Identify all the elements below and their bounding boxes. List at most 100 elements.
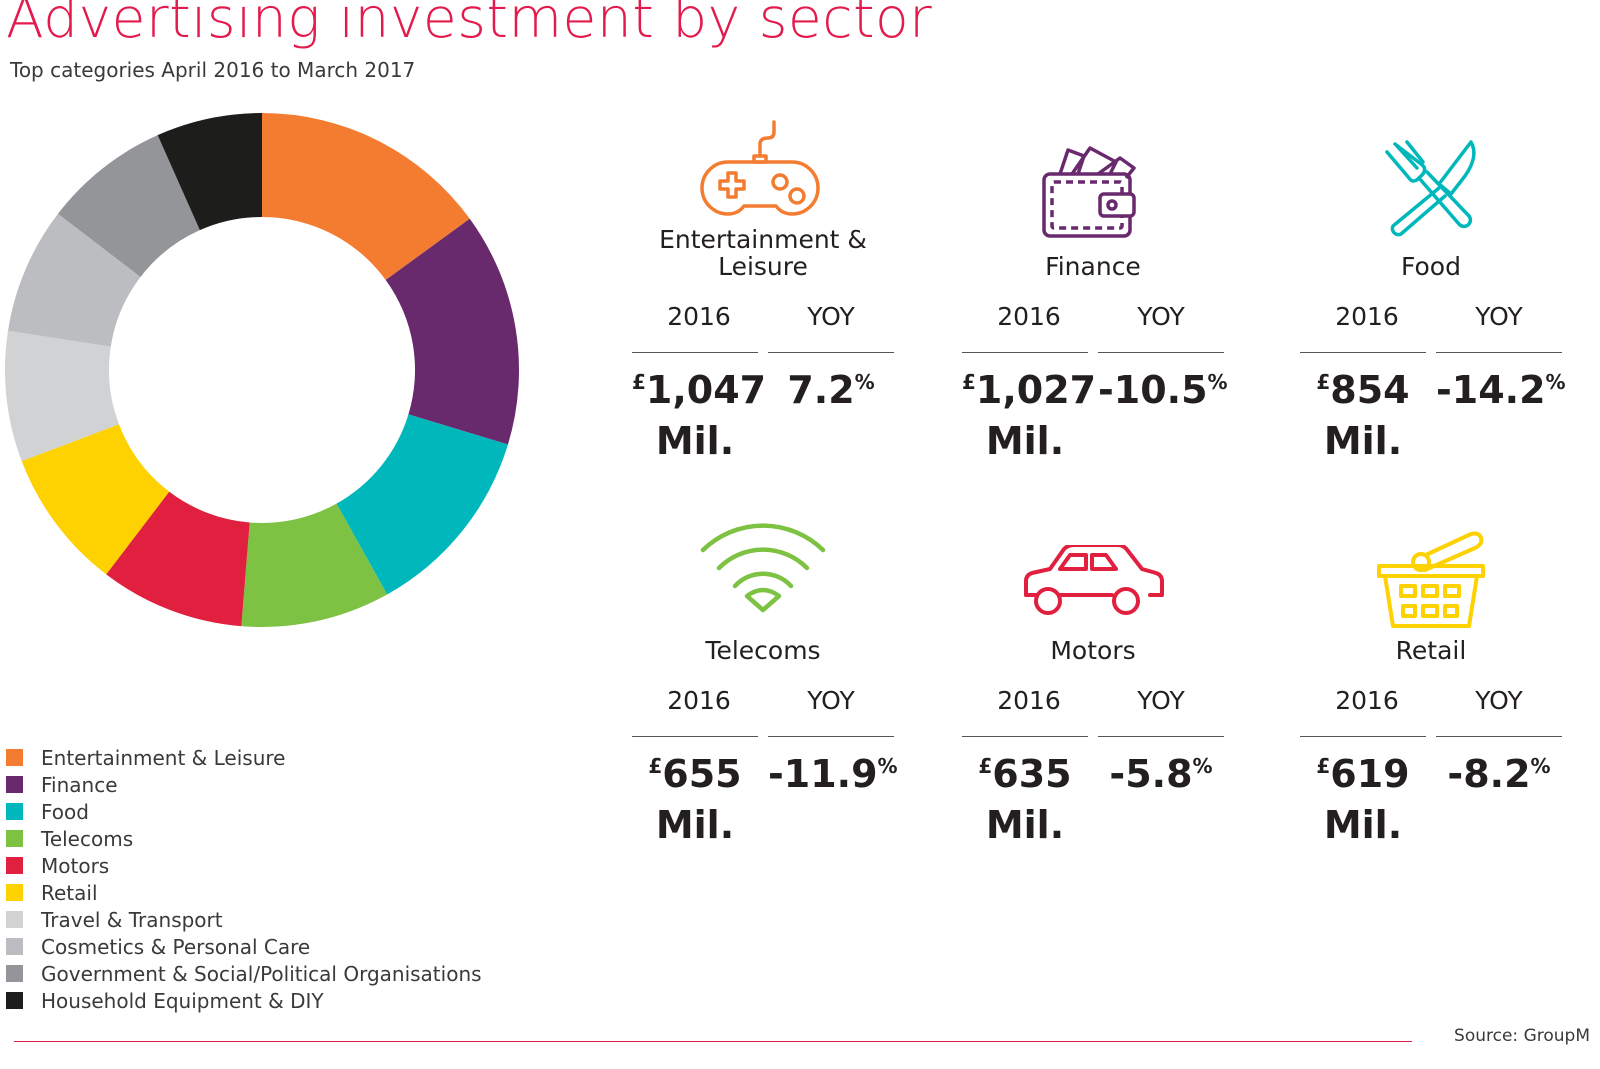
column-rule (1300, 736, 1426, 737)
column-header-yoy: YOY (807, 686, 855, 715)
column-rule (1436, 352, 1562, 353)
legend-label: Government & Social/Political Organisati… (41, 961, 482, 986)
legend-item: Travel & Transport (6, 906, 482, 933)
sector-name: Motors (942, 610, 1244, 664)
column-rule (768, 352, 894, 353)
legend-item: Retail (6, 879, 482, 906)
legend-label: Motors (41, 853, 110, 878)
wifi-icon (632, 520, 894, 614)
spend-unit: Mil. (655, 419, 735, 463)
donut-slice-entertainment-leisure (262, 113, 470, 280)
legend-swatch (6, 884, 23, 901)
sector-name-line: Motors (1050, 636, 1136, 665)
column-rule (1436, 736, 1562, 737)
sector-name: Telecoms (612, 610, 914, 664)
yoy-number: 7.2 (787, 368, 855, 412)
donut-slice-telecoms (241, 503, 388, 627)
page-subtitle: Top categories April 2016 to March 2017 (10, 58, 416, 82)
column-header-yoy: YOY (1475, 302, 1523, 331)
donut-chart (4, 113, 519, 627)
legend-swatch (6, 992, 23, 1009)
column-rule (1300, 352, 1426, 353)
yoy-number: -8.2 (1447, 752, 1531, 796)
sector-name-line (1280, 226, 1582, 253)
wallet-icon (962, 138, 1224, 238)
legend-label: Telecoms (41, 826, 134, 851)
yoy-value: -10.5% (1098, 368, 1228, 419)
sector-name-line (612, 610, 914, 637)
gamepad-icon (629, 118, 891, 218)
yoy-number: -10.5 (1098, 368, 1208, 412)
column-rule (632, 352, 758, 353)
legend-item: Household Equipment & DIY (6, 987, 482, 1014)
currency-symbol: £ (632, 370, 646, 394)
sector-name-line: Telecoms (705, 636, 821, 665)
legend-swatch (6, 911, 23, 928)
donut-slice-finance (385, 218, 519, 445)
legend-item: Motors (6, 852, 482, 879)
donut-slice-cosmetics-personal-care (8, 213, 141, 347)
spend-amount: 854 (1330, 368, 1410, 412)
column-header-yoy: YOY (807, 302, 855, 331)
percent-sign: % (1545, 370, 1566, 394)
legend-swatch (6, 776, 23, 793)
spend-amount: 619 (1330, 752, 1410, 796)
percent-sign: % (1530, 754, 1551, 778)
legend-label: Entertainment & Leisure (41, 745, 286, 770)
column-rule (1098, 736, 1224, 737)
column-header-yoy: YOY (1475, 686, 1523, 715)
spend-amount: 1,047 (645, 368, 767, 412)
donut-slice-household-equipment-diy (157, 113, 262, 231)
legend-swatch (6, 830, 23, 847)
yoy-value: -11.9% (768, 752, 898, 803)
percent-sign: % (1192, 754, 1213, 778)
source-divider (14, 1041, 1412, 1042)
sector-name-line (942, 226, 1244, 253)
yoy-value: -8.2% (1436, 752, 1562, 803)
yoy-number: -11.9 (768, 752, 878, 796)
sector-name-line: Finance (1045, 252, 1141, 281)
sector-name-line (942, 610, 1244, 637)
yoy-number: -5.8 (1109, 752, 1193, 796)
legend-label: Retail (41, 880, 98, 905)
legend-label: Food (41, 799, 89, 824)
column-rule (632, 736, 758, 737)
page-title: Advertising investment by sector (6, 0, 933, 50)
legend-item: Telecoms (6, 825, 482, 852)
column-rule (1098, 352, 1224, 353)
currency-symbol: £ (978, 754, 993, 778)
spend-amount: 655 (662, 752, 742, 796)
legend-label: Cosmetics & Personal Care (41, 934, 311, 959)
spend-value: £655 Mil. (632, 752, 758, 848)
yoy-value: -5.8% (1098, 752, 1224, 803)
spend-value: £1,027 Mil. (962, 368, 1096, 464)
spend-unit: Mil. (655, 803, 735, 847)
donut-slice-travel-transport (4, 330, 119, 462)
column-header-year: 2016 (997, 302, 1061, 331)
column-header-year: 2016 (997, 686, 1061, 715)
donut-slice-government-social-political-organisations (57, 135, 200, 277)
donut-slice-food (336, 414, 508, 595)
legend-swatch (6, 965, 23, 982)
sector-name-line: Food (1401, 252, 1461, 281)
fork-knife-icon (1300, 138, 1562, 242)
legend-swatch (6, 857, 23, 874)
spend-amount: 635 (992, 752, 1072, 796)
donut-slice-retail (21, 424, 170, 575)
column-rule (768, 736, 894, 737)
spend-value: £1,047 Mil. (632, 368, 766, 464)
legend-item: Entertainment & Leisure (6, 744, 482, 771)
sector-name: Finance (942, 226, 1244, 280)
spend-value: £635 Mil. (962, 752, 1088, 848)
legend-label: Household Equipment & DIY (41, 988, 324, 1013)
percent-sign: % (854, 370, 875, 394)
spend-unit: Mil. (1323, 803, 1403, 847)
currency-symbol: £ (648, 754, 663, 778)
legend-item: Finance (6, 771, 482, 798)
basket-icon (1300, 530, 1562, 632)
spend-unit: Mil. (985, 419, 1065, 463)
yoy-value: -14.2% (1436, 368, 1566, 419)
column-rule (962, 352, 1088, 353)
legend-item: Government & Social/Political Organisati… (6, 960, 482, 987)
sector-name-line: Retail (1395, 636, 1467, 665)
